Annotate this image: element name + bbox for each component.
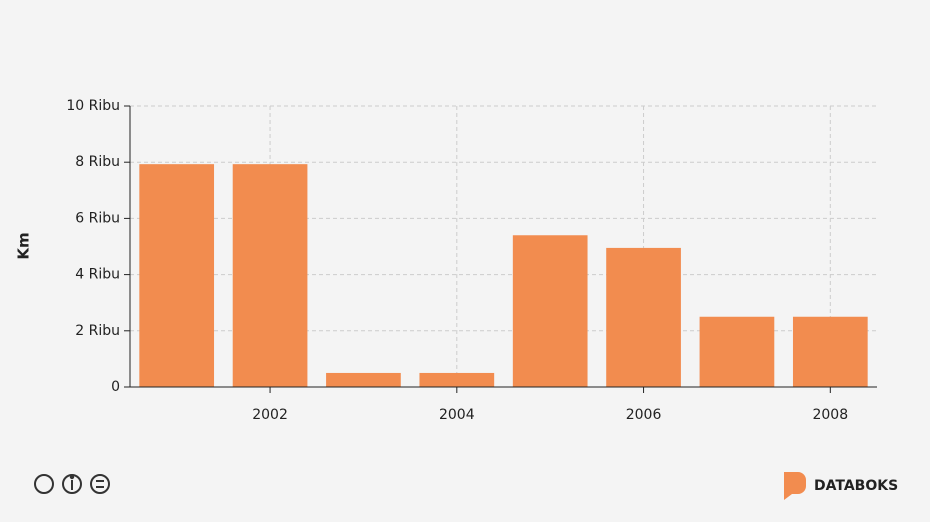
x-tick-label: 2006 [626, 407, 662, 423]
y-tick-label: 8 Ribu [75, 154, 120, 170]
x-tick-label: 2008 [812, 407, 848, 423]
y-tick-label: 10 Ribu [66, 98, 120, 114]
brand-name: DATABOKS [814, 478, 898, 494]
y-tick-label: 0 [111, 379, 120, 395]
y-axis-label: Km [15, 232, 33, 259]
bar [232, 164, 308, 387]
bar [699, 316, 775, 387]
x-tick-label: 2002 [252, 407, 288, 423]
x-tick-label: 2004 [439, 407, 475, 423]
bar [512, 235, 588, 387]
y-tick-label: 6 Ribu [75, 210, 120, 226]
bar [792, 316, 868, 387]
bar [606, 247, 681, 387]
bar [326, 372, 401, 387]
y-tick-label: 2 Ribu [75, 323, 120, 339]
bar [139, 164, 215, 387]
y-tick-label: 4 Ribu [75, 267, 120, 283]
bar [419, 372, 495, 387]
license-icons [34, 474, 110, 494]
brand-logo [784, 472, 806, 500]
